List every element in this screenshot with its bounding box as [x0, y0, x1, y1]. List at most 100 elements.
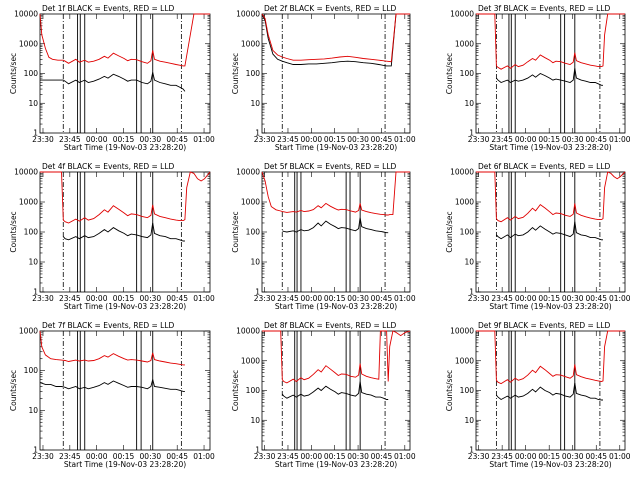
- x-tick-label: 23:30: [32, 294, 54, 303]
- series-events-line: [281, 381, 389, 400]
- y-tick-label: 10: [250, 416, 260, 425]
- y-tick-label: 10000: [236, 10, 260, 19]
- y-tick-label: 10: [28, 258, 38, 267]
- y-tick-label: 1: [469, 446, 474, 455]
- y-tick-label: 1: [33, 288, 38, 297]
- x-tick-label: 00:15: [538, 135, 560, 144]
- y-tick-label: 10000: [450, 168, 474, 177]
- chart-title: Det 5f BLACK = Events, RED = LLD: [264, 162, 397, 171]
- series-lld-line: [476, 13, 625, 70]
- x-tick-label: 00:00: [301, 294, 323, 303]
- y-axis-label: Counts/sec: [9, 211, 18, 252]
- x-axis-label: Start Time (19-Nov-03 23:28:20): [489, 460, 611, 469]
- y-tick-label: 10000: [236, 168, 260, 177]
- chart-panel-2: Det 2f BLACK = Events, RED = LLD 1 10 100 10…: [231, 4, 416, 152]
- x-tick-label: 23:30: [468, 452, 490, 461]
- y-tick-label: 10000: [14, 10, 38, 19]
- plot-frame: [261, 330, 411, 451]
- y-tick-label: 1000: [241, 39, 260, 48]
- chart-panel-4: Det 4f BLACK = Events, RED = LLD 1 10 100 10…: [9, 162, 215, 311]
- x-tick-label: 00:45: [371, 294, 393, 303]
- x-tick-label: 00:30: [562, 294, 584, 303]
- series-lld-line: [39, 13, 210, 67]
- x-tick-label: 01:00: [193, 135, 215, 144]
- y-tick-label: 10: [464, 416, 474, 425]
- x-tick-label: 01:00: [609, 294, 631, 303]
- y-tick-label: 1000: [241, 356, 260, 365]
- y-tick-label: 1: [255, 446, 260, 455]
- y-tick-label: 10000: [450, 10, 474, 19]
- y-tick-label: 10: [464, 258, 474, 267]
- x-tick-label: 00:45: [166, 294, 188, 303]
- x-tick-label: 23:45: [59, 294, 81, 303]
- series-events-line: [496, 382, 603, 401]
- series-events-line: [496, 221, 603, 241]
- y-tick-label: 100: [246, 386, 261, 395]
- series-events-line: [39, 379, 185, 392]
- x-tick-label: 23:45: [59, 452, 81, 461]
- plot-frame: [39, 13, 211, 134]
- x-tick-label: 23:45: [277, 135, 299, 144]
- chart-panel-1: Det 1f BLACK = Events, RED = LLD 1 10 100 10…: [9, 4, 215, 152]
- x-tick-label: 00:15: [324, 135, 346, 144]
- y-tick-label: 10: [28, 406, 38, 415]
- series-lld-line: [40, 171, 211, 224]
- x-tick-label: 00:45: [166, 135, 188, 144]
- chart-title: Det 4f BLACK = Events, RED = LLD: [42, 162, 175, 171]
- series-events-line: [496, 68, 603, 86]
- y-tick-label: 100: [460, 386, 475, 395]
- series-events-line: [40, 72, 186, 92]
- x-tick-label: 00:30: [347, 452, 369, 461]
- y-axis-label: Counts/sec: [445, 370, 454, 411]
- x-tick-label: 00:00: [515, 452, 537, 461]
- y-tick-label: 100: [460, 69, 475, 78]
- x-tick-label: 00:15: [538, 294, 560, 303]
- plot-frame: [475, 330, 626, 451]
- plot-frame: [39, 171, 211, 293]
- series-events-line: [62, 222, 185, 242]
- y-tick-label: 1000: [19, 327, 38, 336]
- x-tick-label: 00:00: [86, 452, 108, 461]
- x-tick-label: 00:15: [113, 452, 135, 461]
- x-tick-label: 00:30: [140, 294, 162, 303]
- x-tick-label: 00:30: [140, 452, 162, 461]
- y-tick-label: 1: [255, 288, 260, 297]
- y-tick-label: 1: [33, 446, 38, 455]
- x-tick-label: 00:00: [86, 135, 108, 144]
- series-lld-line: [261, 13, 410, 63]
- x-axis-label: Start Time (19-Nov-03 23:28:20): [64, 460, 186, 469]
- y-tick-label: 1: [255, 129, 260, 138]
- y-tick-label: 1000: [19, 39, 38, 48]
- y-tick-label: 10: [464, 99, 474, 108]
- x-tick-label: 00:45: [585, 452, 607, 461]
- plot-frame: [261, 13, 411, 134]
- y-tick-label: 100: [246, 228, 261, 237]
- x-axis-label: Start Time (19-Nov-03 23:28:20): [64, 302, 186, 311]
- series-events-line: [261, 13, 410, 67]
- chart-title: Det 3f BLACK = Events, RED = LLD: [478, 4, 611, 13]
- x-tick-label: 23:30: [254, 294, 276, 303]
- y-tick-label: 10: [250, 99, 260, 108]
- y-tick-label: 1000: [241, 198, 260, 207]
- y-tick-label: 100: [24, 69, 39, 78]
- x-tick-label: 23:45: [491, 452, 513, 461]
- chart-panel-6: Det 6f BLACK = Events, RED = LLD 1 10 100 10…: [445, 162, 631, 311]
- x-tick-label: 23:30: [32, 135, 54, 144]
- chart-panel-9: Det 9f BLACK = Events, RED = LLD 1 10 100 10…: [445, 321, 631, 469]
- x-tick-label: 00:45: [585, 294, 607, 303]
- y-tick-label: 100: [460, 228, 475, 237]
- x-tick-label: 23:30: [32, 452, 54, 461]
- x-axis-label: Start Time (19-Nov-03 23:28:20): [489, 143, 611, 152]
- y-axis-label: Counts/sec: [231, 211, 240, 252]
- x-tick-label: 23:30: [254, 135, 276, 144]
- y-tick-label: 1: [33, 129, 38, 138]
- x-tick-label: 00:15: [538, 452, 560, 461]
- y-tick-label: 100: [246, 69, 261, 78]
- chart-panel-3: Det 3f BLACK = Events, RED = LLD 1 10 100 10…: [445, 4, 631, 152]
- x-tick-label: 01:00: [394, 452, 416, 461]
- series-lld-line: [39, 330, 185, 366]
- x-tick-label: 01:00: [609, 452, 631, 461]
- x-tick-label: 01:00: [394, 135, 416, 144]
- y-axis-label: Counts/sec: [445, 53, 454, 94]
- x-tick-label: 00:15: [113, 135, 135, 144]
